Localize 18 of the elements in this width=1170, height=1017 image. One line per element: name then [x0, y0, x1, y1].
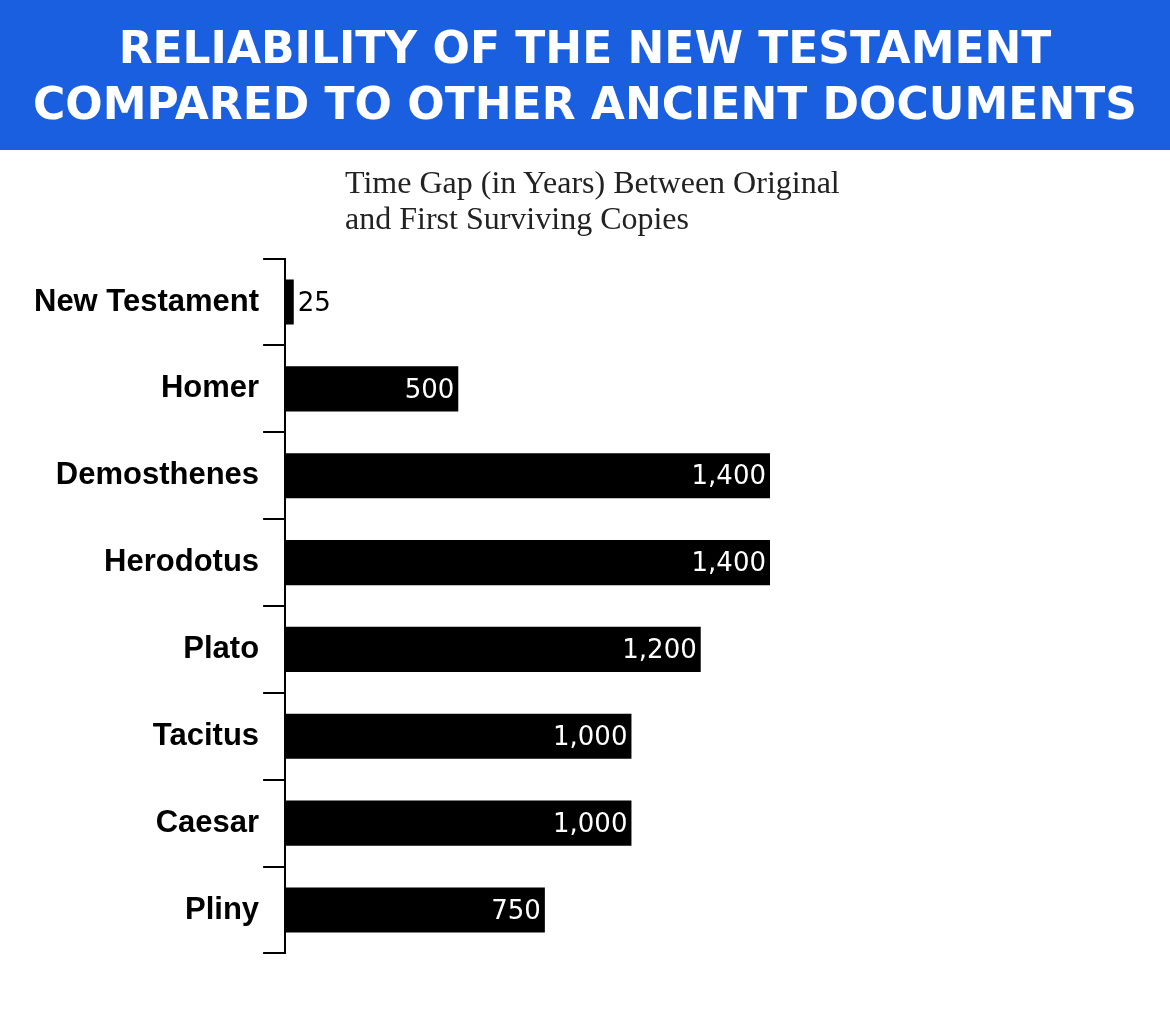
- data-label: 1,400: [691, 460, 766, 491]
- y-tick-label: New Testament: [33, 282, 260, 318]
- data-label: 1,400: [691, 547, 766, 578]
- data-label: 1,000: [553, 721, 628, 752]
- y-tick-label: Demosthenes: [55, 456, 260, 492]
- data-label: 1,200: [622, 634, 697, 665]
- y-tick-label: Plato: [183, 629, 260, 665]
- chart-title: RELIABILITY OF THE NEW TESTAMENT COMPARED TO OTHER ANCIENT DOCUMENTS: [0, 0, 1170, 150]
- data-label: 25: [297, 286, 331, 317]
- data-label: 750: [491, 894, 541, 925]
- chart-subtitle: Time Gap (in Years) Between Original and First Surviving Copies: [345, 164, 841, 236]
- y-tick-label: Homer: [160, 369, 260, 405]
- data-label: 1,000: [553, 807, 628, 838]
- data-label: 500: [404, 373, 455, 404]
- y-tick-label: Tacitus: [152, 716, 260, 752]
- y-tick-label: Caesar: [155, 803, 260, 839]
- y-tick-label: Pliny: [185, 890, 260, 926]
- y-tick-label: Herodotus: [104, 543, 260, 579]
